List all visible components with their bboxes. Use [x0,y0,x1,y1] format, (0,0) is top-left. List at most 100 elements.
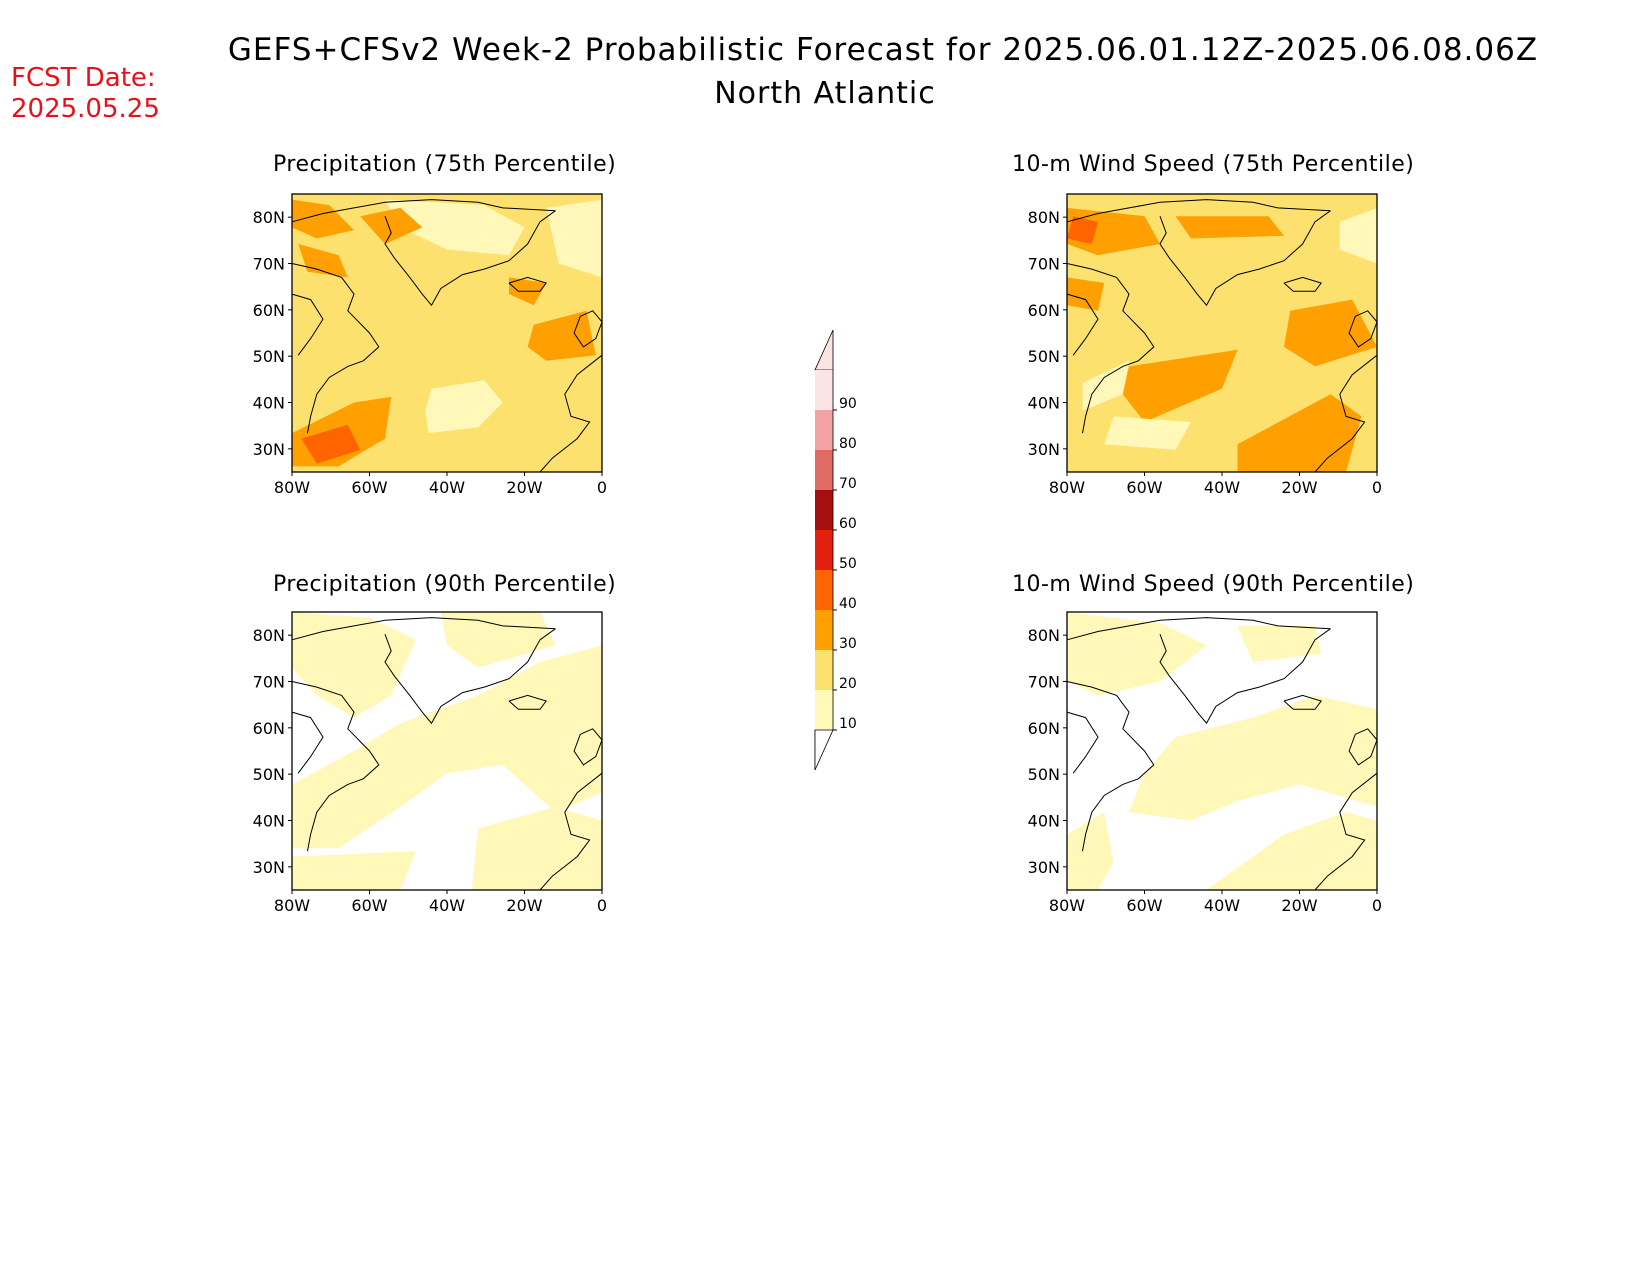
y-tick-label: 70N [1028,673,1060,692]
x-tick-label: 80W [274,478,310,497]
y-tick-label: 60N [1028,301,1060,320]
y-tick-label: 50N [253,765,285,784]
coastline [1159,210,1331,307]
x-tick-label: 80W [1049,478,1085,497]
panel-title-wind-75: 10-m Wind Speed (75th Percentile) [1012,152,1415,177]
y-tick-label: 80N [1028,626,1060,645]
coastline [1283,276,1323,292]
probability-contour [1122,349,1238,422]
x-tick-label: 0 [1372,896,1382,915]
probability-contour [1284,299,1377,367]
colorbar-swatch [815,490,833,530]
coastline [1348,728,1378,766]
x-tick-label: 40W [429,478,465,497]
coastline [573,728,603,766]
y-tick-label: 80N [253,626,285,645]
probability-contour [292,199,354,239]
x-tick-label: 40W [1204,896,1240,915]
coastline [291,681,380,852]
coastline [1066,617,1331,641]
y-tick-label: 70N [253,673,285,692]
x-tick-label: 60W [351,478,387,497]
colorbar-swatch [815,370,833,410]
y-tick-label: 70N [253,255,285,274]
colorbar-label: 50 [839,556,857,572]
x-tick-label: 80W [1049,896,1085,915]
y-tick-label: 50N [1028,765,1060,784]
x-tick-label: 20W [506,896,542,915]
panel-title-precip-75: Precipitation (75th Percentile) [273,152,617,177]
colorbar-swatch [815,610,833,650]
probability-contour [527,310,596,361]
probability-contour [1339,207,1377,264]
coastline [1314,354,1378,473]
x-tick-label: 60W [1126,478,1162,497]
y-tick-label: 30N [253,858,285,877]
x-tick-label: 0 [1372,478,1382,497]
coastline [1314,772,1378,891]
colorbar-label: 30 [839,636,857,652]
probability-contour [1067,612,1207,696]
y-tick-label: 40N [253,394,285,413]
probability-contour [292,612,416,718]
panel-title-wind-90: 10-m Wind Speed (90th Percentile) [1012,572,1415,597]
region-subtitle: North Atlantic [714,76,936,111]
y-tick-label: 40N [253,812,285,831]
colorbar-label: 60 [839,516,857,532]
y-tick-label: 60N [1028,719,1060,738]
probability-contour [1237,625,1322,662]
wind-90-map: 80N 70N 60N 50N 40N 30N 80W 60W 40W 20W 0 [1028,611,1382,915]
x-tick-label: 20W [506,478,542,497]
coastline [384,628,556,725]
x-tick-label: 40W [1204,478,1240,497]
coastline [291,293,324,356]
coastline [1066,263,1155,434]
colorbar-label: 10 [839,716,857,732]
colorbar-label: 70 [839,476,857,492]
precip-75-map: 80N 70N 60N 50N 40N 30N 80W 60W 40W 20W 0 [253,193,607,497]
precip-90-map: 80N 70N 60N 50N 40N 30N 80W 60W 40W 20W 0 [253,611,607,915]
probability-contour [360,207,423,244]
x-tick-label: 20W [1281,896,1317,915]
y-tick-label: 60N [253,301,285,320]
coastline [384,210,556,307]
colorbar-label: 80 [839,436,857,452]
probability-contour [1067,812,1114,890]
probability-contour [1082,360,1129,411]
probability-contour [546,199,602,278]
colorbar-swatch [815,570,833,610]
x-tick-label: 80W [274,896,310,915]
coastline [508,276,548,292]
probability-contour [298,244,348,278]
colorbar-swatch [815,690,833,730]
coastline [1159,628,1331,725]
probability-colorbar: 90 80 70 60 50 40 30 20 10 [814,329,857,771]
coastline [508,694,548,710]
y-tick-label: 80N [253,208,285,227]
fcst-date-label: FCST Date: [11,63,156,93]
colorbar-bottom-arrow [814,729,834,771]
x-tick-label: 60W [1126,896,1162,915]
coastline [1066,711,1099,774]
y-tick-label: 30N [253,440,285,459]
y-tick-label: 40N [1028,394,1060,413]
colorbar-label: 40 [839,596,857,612]
y-tick-label: 80N [1028,208,1060,227]
probability-contour [1237,394,1362,472]
coastline [291,711,324,774]
coastline [1066,681,1155,852]
colorbar-top-arrow [814,329,834,371]
x-tick-label: 0 [597,896,607,915]
y-tick-label: 30N [1028,440,1060,459]
x-tick-label: 0 [597,478,607,497]
main-title: GEFS+CFSv2 Week-2 Probabilistic Forecast… [227,32,1539,68]
probability-contour [1175,216,1284,239]
coastline [1283,694,1323,710]
x-tick-label: 20W [1281,478,1317,497]
coastline [539,772,603,891]
probability-contour [385,199,525,256]
probability-contour [425,380,503,434]
colorbar-swatch [815,450,833,490]
coastline [1348,310,1378,348]
coastline [573,310,603,348]
